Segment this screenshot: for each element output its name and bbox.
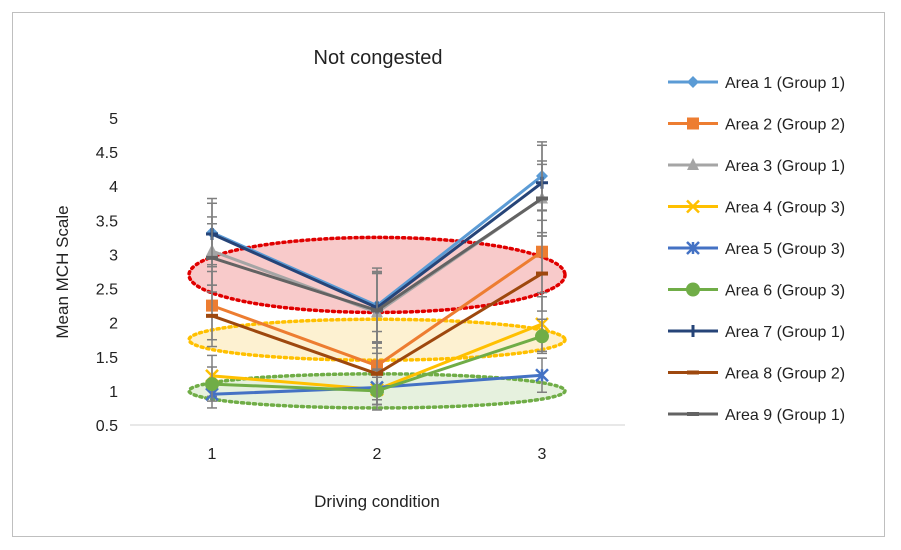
legend-item-9: Area 9 (Group 1) (668, 407, 845, 424)
data-point (371, 371, 383, 376)
legend-item-8: Area 8 (Group 2) (668, 366, 845, 383)
data-point (687, 158, 699, 170)
data-point (686, 241, 700, 255)
x-tick-label: 1 (208, 446, 217, 463)
legend-item-1: Area 1 (Group 1) (668, 75, 845, 92)
y-tick-label: 2.5 (96, 282, 118, 299)
legend-label: Area 5 (Group 3) (725, 241, 845, 258)
series-8 (206, 235, 548, 406)
y-tick-label: 4.5 (96, 145, 118, 162)
y-tick-label: 1 (109, 384, 118, 401)
y-tick-label: 4 (109, 179, 118, 196)
legend-item-6: Area 6 (Group 3) (668, 282, 845, 300)
legend-label: Area 9 (Group 1) (725, 407, 845, 424)
legend-item-4: Area 4 (Group 3) (668, 200, 845, 217)
y-tick-label: 3.5 (96, 213, 118, 230)
y-tick-label: 0.5 (96, 418, 118, 435)
data-point (205, 377, 219, 392)
data-point (371, 308, 383, 313)
y-tick-label: 2 (109, 316, 118, 333)
data-point (686, 199, 700, 214)
chart-title: Not congested (314, 47, 443, 69)
legend-item-5: Area 5 (Group 3) (668, 241, 845, 258)
data-point (687, 412, 699, 416)
data-point (687, 76, 699, 88)
data-point (206, 313, 218, 318)
legend-label: Area 7 (Group 1) (725, 324, 845, 341)
y-tick-label: 3 (109, 247, 118, 264)
data-point (535, 329, 549, 344)
legend-label: Area 6 (Group 3) (725, 283, 845, 300)
x-axis-label: Driving condition (314, 492, 440, 511)
series-9 (206, 163, 548, 349)
data-point (536, 196, 548, 201)
legend-label: Area 3 (Group 1) (725, 158, 845, 175)
data-point (687, 117, 699, 130)
y-axis-label: Mean MCH Scale (53, 205, 72, 338)
legend-label: Area 4 (Group 3) (725, 200, 845, 217)
y-tick-label: 1.5 (96, 350, 118, 367)
data-point (536, 271, 548, 276)
legend-label: Area 1 (Group 1) (725, 75, 845, 92)
legend-label: Area 8 (Group 2) (725, 366, 845, 383)
data-point (206, 255, 218, 260)
data-point (535, 368, 549, 383)
legend-item-7: Area 7 (Group 1) (668, 324, 845, 341)
data-point (686, 282, 700, 297)
legend-item-2: Area 2 (Group 2) (668, 117, 845, 134)
y-tick-label: 5 (109, 111, 118, 128)
x-tick-label: 3 (538, 446, 547, 463)
data-point (687, 370, 699, 375)
legend-item-3: Area 3 (Group 1) (668, 158, 845, 175)
legend-label: Area 2 (Group 2) (725, 117, 845, 134)
x-tick-label: 2 (373, 446, 382, 463)
data-point (687, 325, 699, 337)
